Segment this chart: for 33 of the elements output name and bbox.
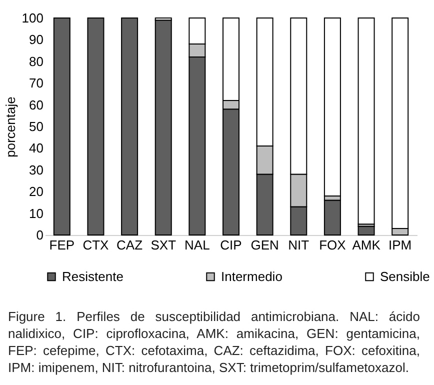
y-tick-label: 100	[22, 10, 44, 26]
y-tick-label: 10	[29, 206, 44, 221]
x-tick-label: CTX	[82, 238, 110, 252]
legend-label: Resistente	[62, 268, 124, 284]
y-tick-label: 50	[29, 119, 44, 134]
y-axis-title: porcentaje	[2, 96, 18, 158]
bar	[87, 18, 104, 236]
y-tick-label: 70	[29, 76, 44, 91]
bar	[358, 18, 375, 225]
x-tick-label: NAL	[184, 238, 210, 252]
x-tick-label: FEP	[49, 238, 75, 252]
legend-label: Intermedio	[221, 268, 282, 284]
caption: Figure 1. Perfiles de susceptibilidad antimicrobiana. NAL: ácido nalidixico, CIP: ciprofloxacina, AMK: amikacina, GEN: gentamicina, FEP: cefepime, CTX: cefotaxima, CAZ: ceftazidima, FOX: cefoxitina, IPM: imipenem, NIT: nitrofurantoina, SXT: trimetoprim/sulfametoxazol.	[8, 308, 420, 376]
y-tick-label: 30	[29, 162, 44, 178]
x-tick-label: NIT	[288, 238, 310, 252]
y-tick-label: 80	[29, 54, 44, 69]
x-tick-label: SXT	[150, 238, 176, 252]
x-tick-label: FOX	[319, 238, 346, 252]
y-tick-label: 0	[36, 228, 44, 242]
legend-label: Sensible	[380, 268, 430, 284]
y-tick-label: 90	[29, 32, 44, 48]
bar	[324, 200, 341, 236]
bar	[121, 18, 138, 236]
bar	[154, 20, 172, 236]
x-tick-label: AMK	[352, 238, 381, 252]
y-tick-label: 40	[29, 140, 44, 156]
y-tick-label: 20	[29, 184, 44, 200]
y-tick-label: 60	[29, 97, 44, 112]
x-tick-label: IPM	[388, 238, 412, 252]
x-tick-label: CAZ	[116, 238, 143, 252]
x-tick-label: CIP	[220, 238, 242, 252]
bar	[53, 18, 70, 236]
x-tick-label: GEN	[250, 238, 279, 252]
